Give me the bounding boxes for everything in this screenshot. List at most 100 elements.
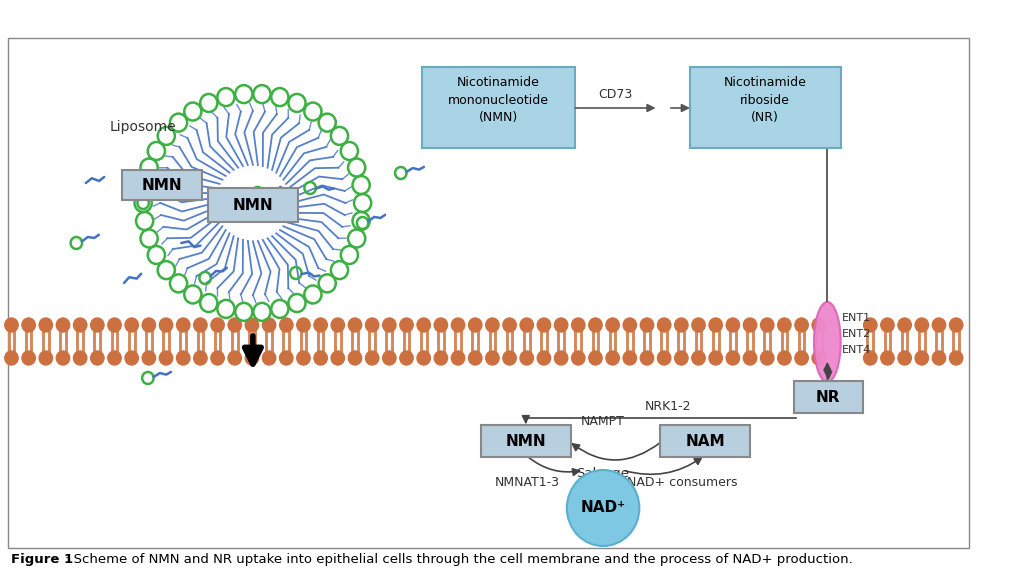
- Text: NAD⁺: NAD⁺: [581, 500, 626, 516]
- Text: Figure 1: Figure 1: [11, 554, 74, 567]
- Text: CD73: CD73: [598, 88, 633, 101]
- Circle shape: [434, 318, 447, 332]
- Circle shape: [538, 318, 551, 332]
- Circle shape: [520, 351, 534, 365]
- Text: NMN: NMN: [232, 198, 273, 213]
- Circle shape: [91, 351, 104, 365]
- Circle shape: [417, 318, 430, 332]
- Text: mononucleotide: mononucleotide: [447, 93, 549, 107]
- Circle shape: [348, 351, 361, 365]
- Circle shape: [366, 351, 379, 365]
- Circle shape: [567, 470, 639, 546]
- Circle shape: [280, 351, 293, 365]
- Text: NAM: NAM: [685, 434, 725, 449]
- Circle shape: [571, 318, 585, 332]
- Circle shape: [743, 351, 757, 365]
- Circle shape: [160, 351, 173, 365]
- Text: Liposome: Liposome: [110, 120, 176, 134]
- Circle shape: [589, 351, 602, 365]
- Circle shape: [761, 351, 774, 365]
- Circle shape: [538, 351, 551, 365]
- Circle shape: [245, 351, 259, 365]
- Circle shape: [399, 318, 414, 332]
- Circle shape: [726, 318, 739, 332]
- Text: riboside: riboside: [740, 93, 791, 107]
- Circle shape: [331, 318, 344, 332]
- Circle shape: [228, 318, 242, 332]
- Circle shape: [863, 318, 877, 332]
- Circle shape: [125, 351, 138, 365]
- Circle shape: [520, 318, 534, 332]
- Circle shape: [125, 318, 138, 332]
- Text: (NR): (NR): [752, 111, 779, 124]
- Circle shape: [142, 318, 156, 332]
- Circle shape: [503, 351, 516, 365]
- Circle shape: [624, 318, 637, 332]
- Circle shape: [452, 318, 465, 332]
- Circle shape: [657, 318, 671, 332]
- Circle shape: [657, 351, 671, 365]
- Circle shape: [348, 318, 361, 332]
- Circle shape: [383, 351, 396, 365]
- Circle shape: [881, 318, 894, 332]
- Circle shape: [108, 351, 121, 365]
- Circle shape: [485, 318, 499, 332]
- Circle shape: [949, 318, 963, 332]
- Circle shape: [949, 351, 963, 365]
- Circle shape: [5, 351, 18, 365]
- Text: NAMPT: NAMPT: [582, 415, 625, 428]
- Circle shape: [726, 351, 739, 365]
- Text: NAD+ consumers: NAD+ consumers: [627, 477, 737, 489]
- FancyBboxPatch shape: [794, 381, 862, 413]
- Text: Nicotinamide: Nicotinamide: [724, 77, 807, 89]
- Circle shape: [898, 351, 911, 365]
- Circle shape: [795, 318, 808, 332]
- Circle shape: [777, 351, 792, 365]
- Circle shape: [74, 351, 87, 365]
- Circle shape: [898, 318, 911, 332]
- Circle shape: [709, 318, 722, 332]
- Circle shape: [469, 318, 482, 332]
- Text: NMN: NMN: [142, 178, 182, 193]
- Circle shape: [675, 318, 688, 332]
- Circle shape: [245, 318, 259, 332]
- Circle shape: [228, 351, 242, 365]
- Circle shape: [297, 318, 310, 332]
- Bar: [7, 38, 969, 548]
- Text: Nicotinamide: Nicotinamide: [457, 77, 540, 89]
- Circle shape: [56, 351, 70, 365]
- Text: ENT4: ENT4: [842, 345, 870, 355]
- Circle shape: [280, 318, 293, 332]
- Circle shape: [211, 318, 224, 332]
- Circle shape: [434, 351, 447, 365]
- FancyBboxPatch shape: [660, 425, 750, 457]
- Circle shape: [22, 318, 35, 332]
- Circle shape: [74, 318, 87, 332]
- Circle shape: [812, 318, 825, 332]
- Circle shape: [22, 351, 35, 365]
- Circle shape: [297, 351, 310, 365]
- Circle shape: [624, 351, 637, 365]
- FancyBboxPatch shape: [208, 188, 298, 222]
- Text: NR: NR: [816, 390, 841, 405]
- Circle shape: [777, 318, 792, 332]
- Text: ENT2: ENT2: [842, 329, 870, 339]
- Circle shape: [503, 318, 516, 332]
- Text: NMN: NMN: [506, 434, 546, 449]
- FancyBboxPatch shape: [690, 67, 841, 148]
- Circle shape: [417, 351, 430, 365]
- Circle shape: [194, 318, 207, 332]
- Circle shape: [571, 351, 585, 365]
- Circle shape: [262, 351, 275, 365]
- Circle shape: [863, 351, 877, 365]
- Circle shape: [176, 318, 189, 332]
- Circle shape: [262, 318, 275, 332]
- FancyBboxPatch shape: [122, 170, 203, 200]
- Text: ENT1: ENT1: [842, 313, 870, 323]
- Circle shape: [314, 318, 328, 332]
- Text: Salvage: Salvage: [577, 466, 630, 480]
- Circle shape: [692, 351, 706, 365]
- Circle shape: [399, 351, 414, 365]
- Circle shape: [606, 351, 620, 365]
- Circle shape: [709, 351, 722, 365]
